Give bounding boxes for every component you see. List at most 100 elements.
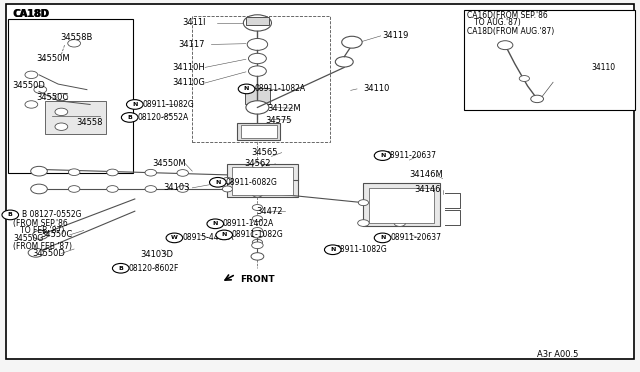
Text: N: N <box>221 232 227 237</box>
Circle shape <box>335 57 353 67</box>
Text: 34550M: 34550M <box>153 158 186 167</box>
Text: 08911-20637: 08911-20637 <box>390 233 441 243</box>
Text: 34558B: 34558B <box>60 33 92 42</box>
Circle shape <box>497 41 513 49</box>
Text: 34550C: 34550C <box>36 93 68 102</box>
Text: N: N <box>380 153 385 158</box>
Text: 34550M: 34550M <box>36 54 70 62</box>
Circle shape <box>55 123 68 131</box>
Circle shape <box>243 15 271 31</box>
Text: W: W <box>171 235 178 240</box>
Circle shape <box>209 177 226 187</box>
Circle shape <box>252 205 262 211</box>
Text: N: N <box>132 102 138 107</box>
Circle shape <box>531 95 543 103</box>
Circle shape <box>55 108 68 116</box>
Circle shape <box>252 242 263 248</box>
Text: 3411l: 3411l <box>182 19 206 28</box>
Text: 34550D: 34550D <box>33 249 65 258</box>
Text: 34472: 34472 <box>256 207 283 216</box>
Circle shape <box>252 179 262 185</box>
Circle shape <box>358 200 369 206</box>
Circle shape <box>247 38 268 50</box>
Text: 34550G: 34550G <box>13 234 44 243</box>
Text: 08911-1082G: 08911-1082G <box>336 245 388 254</box>
Text: N: N <box>330 247 335 252</box>
Bar <box>241 125 276 138</box>
Text: 34550D: 34550D <box>12 81 45 90</box>
Circle shape <box>107 169 118 176</box>
Text: B: B <box>127 115 132 120</box>
Text: CA18D(FROM AUG.'87): CA18D(FROM AUG.'87) <box>467 26 554 36</box>
Text: N: N <box>380 235 385 240</box>
Circle shape <box>31 184 47 194</box>
Text: 34117: 34117 <box>178 40 205 49</box>
Circle shape <box>31 166 47 176</box>
Circle shape <box>222 177 232 183</box>
Text: 08915-4402A: 08915-4402A <box>182 233 234 243</box>
Circle shape <box>68 186 80 192</box>
Text: 34562: 34562 <box>244 159 271 168</box>
Text: 34565: 34565 <box>251 148 278 157</box>
Circle shape <box>358 220 369 227</box>
Circle shape <box>252 216 262 222</box>
Text: 08911-1082G: 08911-1082G <box>143 100 194 109</box>
Bar <box>227 164 298 197</box>
Circle shape <box>519 76 529 81</box>
Circle shape <box>251 231 264 238</box>
Text: FRONT: FRONT <box>240 275 275 284</box>
Bar <box>244 88 270 105</box>
Circle shape <box>33 231 48 239</box>
Text: 34558: 34558 <box>76 118 102 127</box>
Circle shape <box>122 113 138 122</box>
Circle shape <box>252 239 262 245</box>
Text: 34110: 34110 <box>591 63 616 72</box>
Text: 08911-6082G: 08911-6082G <box>225 178 277 187</box>
Circle shape <box>252 163 262 169</box>
Circle shape <box>2 210 19 220</box>
Bar <box>192 16 330 141</box>
Circle shape <box>238 84 255 94</box>
Circle shape <box>25 101 38 108</box>
Bar <box>45 101 106 134</box>
Circle shape <box>216 230 232 240</box>
Circle shape <box>248 53 266 64</box>
Text: CA18D: CA18D <box>12 9 49 19</box>
Circle shape <box>324 245 341 254</box>
Text: 34146M: 34146M <box>410 170 443 179</box>
Text: 34103: 34103 <box>164 183 190 192</box>
Text: 34110: 34110 <box>364 84 390 93</box>
Circle shape <box>251 253 264 260</box>
Circle shape <box>145 186 157 192</box>
Circle shape <box>34 86 47 93</box>
Text: 34119: 34119 <box>383 31 409 41</box>
Bar <box>237 123 280 140</box>
Bar <box>246 17 269 25</box>
Circle shape <box>246 101 269 114</box>
Text: N: N <box>244 86 249 92</box>
Text: B 08127-0552G: B 08127-0552G <box>22 211 81 219</box>
Text: 08911-20637: 08911-20637 <box>385 151 436 160</box>
Circle shape <box>127 100 143 109</box>
Circle shape <box>145 169 157 176</box>
Circle shape <box>28 248 44 257</box>
Text: 08911-1082A: 08911-1082A <box>255 84 306 93</box>
Circle shape <box>374 151 391 160</box>
Text: 34110G: 34110G <box>172 78 205 87</box>
Circle shape <box>68 169 80 176</box>
Text: (FROM SEP.'86: (FROM SEP.'86 <box>13 219 68 228</box>
Circle shape <box>222 186 232 192</box>
Circle shape <box>55 93 68 101</box>
Circle shape <box>207 219 223 229</box>
Text: N: N <box>215 180 221 185</box>
Text: 08120-8552A: 08120-8552A <box>138 113 189 122</box>
Bar <box>8 19 133 173</box>
Bar <box>232 167 292 195</box>
Text: 34122M: 34122M <box>268 104 301 113</box>
Bar <box>364 183 440 226</box>
Text: 08911-1402A: 08911-1402A <box>223 219 274 228</box>
Text: A3r A00.5: A3r A00.5 <box>537 350 579 359</box>
Text: B: B <box>118 266 123 271</box>
Circle shape <box>107 186 118 192</box>
Circle shape <box>394 220 406 227</box>
